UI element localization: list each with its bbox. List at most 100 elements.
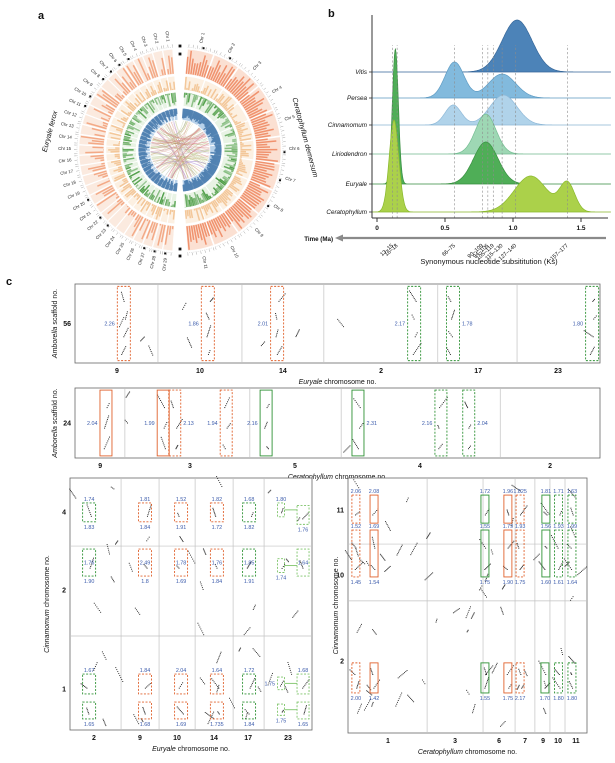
svg-text:2: 2 xyxy=(62,587,66,594)
svg-text:1.64: 1.64 xyxy=(212,668,223,674)
panel-a-label: a xyxy=(38,10,45,22)
svg-text:5: 5 xyxy=(293,463,297,470)
synteny-box xyxy=(219,389,233,457)
svg-text:Chr 26: Chr 26 xyxy=(125,247,135,261)
svg-text:17: 17 xyxy=(244,735,252,742)
svg-text:Chr 8: Chr 8 xyxy=(90,68,102,79)
right-species-label: Ceratophyllum demersum xyxy=(290,96,320,178)
svg-text:1.99: 1.99 xyxy=(567,524,578,530)
svg-text:1.54: 1.54 xyxy=(369,580,380,586)
svg-text:Chr 29: Chr 29 xyxy=(161,257,168,271)
svg-text:Chr 24: Chr 24 xyxy=(104,235,116,249)
svg-text:Chr 19: Chr 19 xyxy=(67,190,81,200)
left-species-label: Euryale ferox xyxy=(40,109,60,153)
synteny-box xyxy=(567,529,577,578)
svg-text:1.72: 1.72 xyxy=(480,489,491,495)
svg-text:2.00: 2.00 xyxy=(351,696,362,702)
synteny-box xyxy=(138,548,152,577)
svg-text:66–75: 66–75 xyxy=(441,243,457,258)
dotplot_cinnamomum_vs_euryale: 1.741.831.811.841.521.911.821.721.681.82… xyxy=(44,476,313,753)
svg-text:1.78: 1.78 xyxy=(176,561,187,567)
svg-text:Chr 9: Chr 9 xyxy=(254,227,265,239)
svg-text:1.94: 1.94 xyxy=(207,421,218,427)
svg-text:1.56: 1.56 xyxy=(541,524,552,530)
svg-text:56: 56 xyxy=(63,321,71,328)
synteny-box xyxy=(209,673,224,695)
synteny-box xyxy=(138,502,152,523)
synteny-box xyxy=(242,673,257,695)
synteny-box xyxy=(407,285,422,362)
y-axis-label: Amborella scaffold no. xyxy=(52,289,59,359)
svg-text:1.99: 1.99 xyxy=(144,421,155,427)
synteny-box xyxy=(270,285,285,362)
svg-text:1.64: 1.64 xyxy=(567,580,578,586)
svg-text:9: 9 xyxy=(98,463,102,470)
svg-text:1.61: 1.61 xyxy=(553,580,564,586)
synteny-box xyxy=(174,701,189,720)
svg-text:Chr 17: Chr 17 xyxy=(60,168,74,176)
svg-text:1.55: 1.55 xyxy=(480,696,491,702)
svg-text:Ceratophyllum: Ceratophyllum xyxy=(326,209,367,216)
svg-text:9: 9 xyxy=(541,738,545,745)
synteny-box xyxy=(503,662,513,694)
svg-text:9: 9 xyxy=(138,735,142,742)
svg-text:11: 11 xyxy=(572,738,580,745)
svg-text:0: 0 xyxy=(375,225,379,232)
svg-text:Euryale: Euryale xyxy=(346,181,368,188)
svg-text:1.79: 1.79 xyxy=(503,524,514,530)
svg-text:Chr 7: Chr 7 xyxy=(98,59,109,71)
svg-text:1.86: 1.86 xyxy=(188,322,199,328)
svg-text:1.63: 1.63 xyxy=(567,489,578,495)
svg-text:7: 7 xyxy=(523,738,527,745)
x-axis-label: Ceratophyllum chromosome no. xyxy=(418,749,517,756)
svg-text:1.65: 1.65 xyxy=(84,722,95,728)
svg-text:1: 1 xyxy=(386,738,390,745)
time-axis-arrow xyxy=(335,234,343,242)
svg-text:2.31: 2.31 xyxy=(366,421,377,427)
synteny-box xyxy=(116,285,131,362)
svg-text:2.49: 2.49 xyxy=(140,561,151,567)
svg-text:10: 10 xyxy=(554,738,562,745)
synteny-box xyxy=(351,389,365,457)
synteny-box xyxy=(168,389,182,457)
svg-text:1.67: 1.67 xyxy=(84,668,95,674)
synteny-box xyxy=(99,389,113,457)
svg-text:Chr 21: Chr 21 xyxy=(79,210,93,222)
svg-text:1.71: 1.71 xyxy=(553,489,564,495)
svg-text:23: 23 xyxy=(554,368,562,375)
svg-text:1.42: 1.42 xyxy=(369,696,380,702)
svg-text:1.75: 1.75 xyxy=(515,580,526,586)
svg-text:11: 11 xyxy=(337,507,345,514)
synteny-box xyxy=(82,548,97,577)
synteny-box xyxy=(503,529,513,578)
svg-text:3: 3 xyxy=(453,738,457,745)
svg-text:Chr 20: Chr 20 xyxy=(72,200,86,211)
svg-text:1.93: 1.93 xyxy=(515,524,526,530)
svg-text:Chr 10: Chr 10 xyxy=(229,245,240,259)
svg-text:Vitis: Vitis xyxy=(355,69,368,76)
svg-text:14: 14 xyxy=(210,735,218,742)
synteny-box xyxy=(480,662,490,694)
dotplot_cinnamomum_vs_ceratophyllum: 2.06 2.08 1.72 1.96 1.825 1.81 1.71 1.63 1.52 1.4… xyxy=(333,477,588,756)
svg-text:1: 1 xyxy=(62,686,66,693)
svg-text:2.17: 2.17 xyxy=(395,322,406,328)
svg-text:Chr 16: Chr 16 xyxy=(58,157,72,163)
svg-text:2.17: 2.17 xyxy=(515,696,526,702)
svg-text:1.80: 1.80 xyxy=(567,696,578,702)
synteny-box xyxy=(296,505,310,525)
synteny-box xyxy=(209,548,224,577)
svg-text:6: 6 xyxy=(497,738,501,745)
dotplot_amborella_vs_euryale: 2.26 1.86 2.01 2.17 1.78 1.80 9 10 14 2 17 23 56 Eury… xyxy=(52,283,601,386)
synteny-box xyxy=(174,673,189,695)
svg-text:1.72: 1.72 xyxy=(212,525,223,531)
svg-text:2.16: 2.16 xyxy=(247,421,258,427)
synteny-box xyxy=(480,494,490,524)
svg-text:Chr 1: Chr 1 xyxy=(198,32,205,44)
synteny-box xyxy=(434,389,448,457)
synteny-box xyxy=(174,502,189,523)
svg-text:3: 3 xyxy=(188,463,192,470)
synteny-box xyxy=(554,529,564,578)
svg-text:Chr 18: Chr 18 xyxy=(63,179,77,188)
